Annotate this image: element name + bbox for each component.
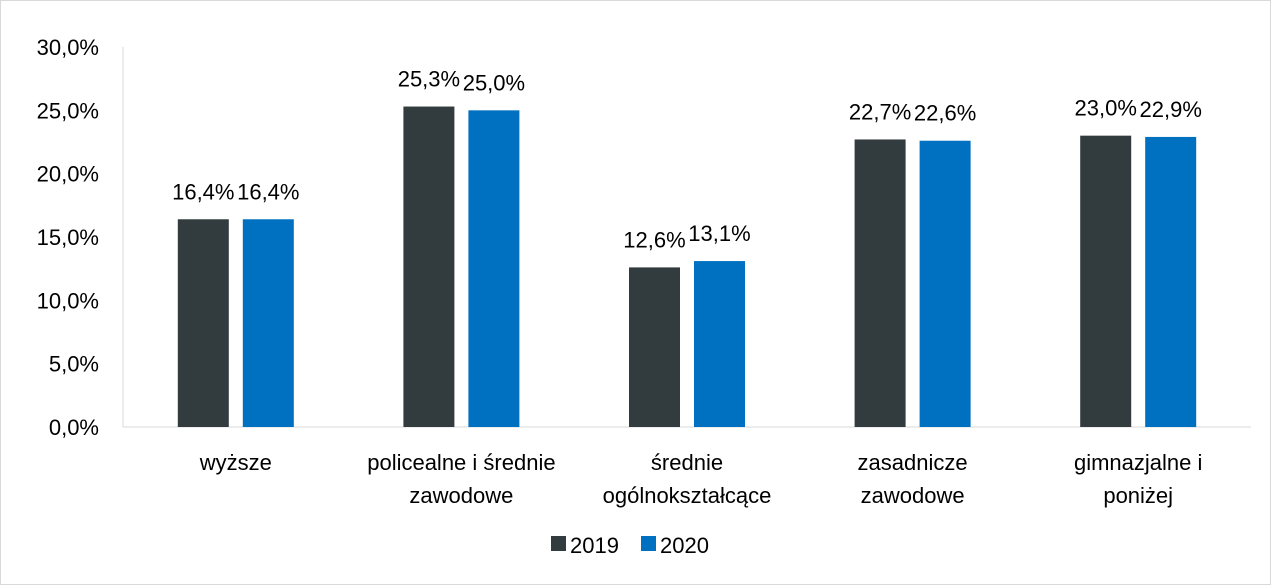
y-tick-label: 30,0% [37,35,99,60]
data-label: 25,3% [398,67,460,92]
category-label: zasadnicze [858,450,968,475]
data-label: 22,6% [914,101,976,126]
bar-2020-2 [694,261,745,427]
y-tick-label: 0,0% [49,415,99,440]
y-tick-label: 5,0% [49,352,99,377]
y-axis-ticks: 0,0% 5,0% 10,0% 15,0% 20,0% 25,0% 30,0% [37,35,99,440]
category-label: ogólnokształcące [603,483,772,508]
category-label: średnie [651,450,723,475]
data-label: 22,7% [849,99,911,124]
category-label: zawodowe [861,483,965,508]
data-label: 16,4% [172,179,234,204]
legend-label: 2020 [660,533,709,558]
data-label: 13,1% [688,221,750,246]
bar-2019-0 [177,219,229,427]
data-labels-group: 16,4% 16,4% 25,3% 25,0% 12,6% 13,1% 22,7% 22,6%… [172,67,1202,253]
category-labels-group: wyższe policealne i średnie zawodowe średni… [199,450,1203,508]
bar-2019-3 [854,139,906,427]
legend: 2019 2020 [551,533,709,558]
legend-swatch-2019 [551,536,566,551]
bars-group [177,106,1197,428]
bar-2019-2 [629,267,680,427]
legend-label: 2019 [570,533,619,558]
category-label: policealne i średnie [367,450,555,475]
bar-2020-0 [242,219,294,427]
data-label: 16,4% [237,179,299,204]
bar-2020-3 [919,140,971,427]
y-tick-label: 25,0% [37,98,99,123]
bar-2020-1 [468,110,520,427]
data-label: 25,0% [463,70,525,95]
data-label: 22,9% [1140,97,1202,122]
bar-2019-1 [403,106,455,428]
data-label: 23,0% [1075,96,1137,121]
category-label: poniżej [1103,483,1173,508]
bar-2020-4 [1145,136,1197,427]
bar-2019-4 [1080,135,1132,427]
category-label: wyższe [199,450,272,475]
y-tick-label: 15,0% [37,225,99,250]
y-tick-label: 10,0% [37,288,99,313]
legend-swatch-2020 [641,536,656,551]
y-tick-label: 20,0% [37,162,99,187]
category-label: gimnazjalne i [1074,450,1202,475]
category-label: zawodowe [409,483,513,508]
data-label: 12,6% [623,227,685,252]
